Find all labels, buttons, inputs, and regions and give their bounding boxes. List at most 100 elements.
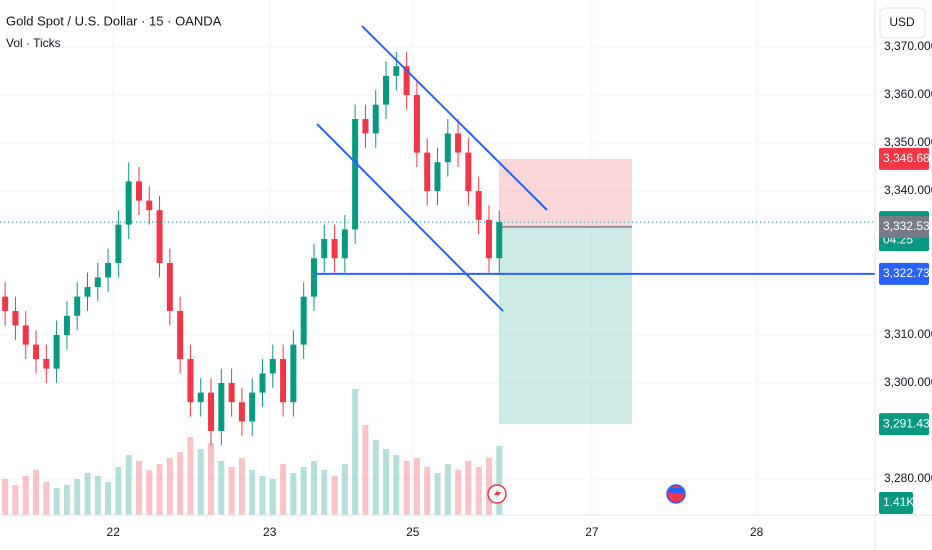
volume-bar	[228, 467, 235, 515]
candle-body	[259, 373, 266, 393]
candle-body	[33, 344, 40, 360]
candle-body	[115, 224, 122, 264]
price-label: 3,346.688	[883, 151, 932, 165]
volume-bar	[197, 449, 204, 515]
candle-body	[485, 219, 492, 259]
volume-bar	[63, 485, 70, 515]
volume-bar	[455, 470, 462, 515]
candle-body	[156, 210, 163, 264]
candle-body	[352, 119, 359, 230]
y-tick-label: 3,300.000	[884, 375, 932, 389]
volume-bar	[53, 488, 60, 515]
y-tick-label: 3,360.000	[884, 87, 932, 101]
candle-body	[84, 287, 91, 297]
candle-body	[455, 133, 462, 153]
volume-bar	[156, 464, 163, 515]
candle-body	[218, 383, 225, 432]
volume-bar	[33, 470, 40, 515]
candle-body	[280, 359, 287, 403]
price-label-bg	[879, 215, 929, 238]
x-tick-label: 27	[585, 525, 599, 539]
currency[interactable]: USD	[889, 15, 915, 29]
price-label-bg	[879, 147, 929, 170]
currency-button[interactable]	[879, 7, 926, 39]
candle-body	[403, 66, 410, 96]
volume-bar	[115, 467, 122, 515]
volume-bar	[177, 452, 184, 515]
volume-bar	[280, 464, 287, 515]
candle-body	[475, 191, 482, 220]
volume-bar	[187, 437, 194, 515]
volume-bar	[485, 458, 492, 515]
price-axis: 3,370.000 3,360.000 3,350.000 3,340.000 3,31…	[107, 39, 932, 539]
y-tick-label: 3,350.000	[884, 135, 932, 149]
candle-body	[12, 311, 19, 326]
volume-bar	[12, 485, 19, 515]
candle-body	[166, 263, 173, 312]
volume-bar	[434, 473, 441, 515]
candle-body	[135, 181, 142, 201]
volume-bar	[259, 476, 266, 515]
volume-bar	[383, 449, 390, 515]
price-label: 3,322.734	[883, 266, 932, 280]
volume-bar	[496, 446, 503, 515]
candle-body	[321, 239, 328, 259]
price-label-bg	[879, 413, 929, 436]
price-label-bg	[879, 262, 929, 285]
y-tick-label: 3,370.000	[884, 39, 932, 53]
candle-body	[146, 200, 153, 211]
x-tick-label: 28	[750, 525, 764, 539]
volume-bar	[84, 473, 91, 515]
candle-body	[228, 383, 235, 403]
candle-body	[53, 335, 60, 369]
target-zone	[499, 226, 632, 425]
candle-body	[125, 181, 132, 225]
volume-bar	[290, 473, 297, 515]
volume-bar	[393, 455, 400, 515]
volume-bar	[43, 482, 50, 515]
volume-bar	[352, 389, 359, 515]
y-tick-label: 3,280.000	[884, 471, 932, 485]
volume-bars	[2, 389, 503, 515]
volume-bar	[94, 476, 101, 515]
candle-body	[413, 95, 420, 153]
volume-bar	[208, 443, 215, 515]
volume-bar	[135, 461, 142, 515]
y-tick-label: 3,310.000	[884, 327, 932, 341]
candle-body	[341, 229, 348, 259]
volume-bar	[300, 467, 307, 515]
volume-bar	[341, 464, 348, 515]
stop-zone	[499, 158, 632, 227]
volume-bar	[74, 479, 81, 515]
volume-bar	[2, 479, 9, 515]
candle-body	[238, 402, 245, 422]
candle-body	[269, 359, 276, 374]
candle-body	[424, 152, 431, 192]
trend-line-upper	[361, 25, 548, 211]
candle-body	[331, 239, 338, 259]
candle-body	[300, 296, 307, 345]
candle-body	[249, 392, 256, 422]
volume-bar	[465, 461, 472, 515]
volume-bar	[331, 476, 338, 515]
candles	[2, 51, 503, 446]
candle-body	[362, 119, 369, 134]
volume-bar	[444, 464, 451, 515]
price-lines	[0, 221, 875, 275]
x-tick-label: 23	[263, 525, 277, 539]
candle-body	[310, 258, 317, 297]
volume-bar	[269, 479, 276, 515]
volume-bar	[424, 467, 431, 515]
flag-icon[interactable]	[666, 484, 686, 504]
volume-bar	[125, 455, 132, 515]
candle-body	[197, 392, 204, 403]
subtitle: Vol · Ticks	[6, 36, 61, 50]
candle-body	[43, 359, 50, 369]
candle-body	[290, 344, 297, 403]
x-tick-label: 25	[406, 525, 420, 539]
candle-body	[63, 315, 70, 336]
volume-bar	[146, 470, 153, 515]
position-zones	[499, 158, 632, 425]
candle-body	[187, 359, 194, 403]
